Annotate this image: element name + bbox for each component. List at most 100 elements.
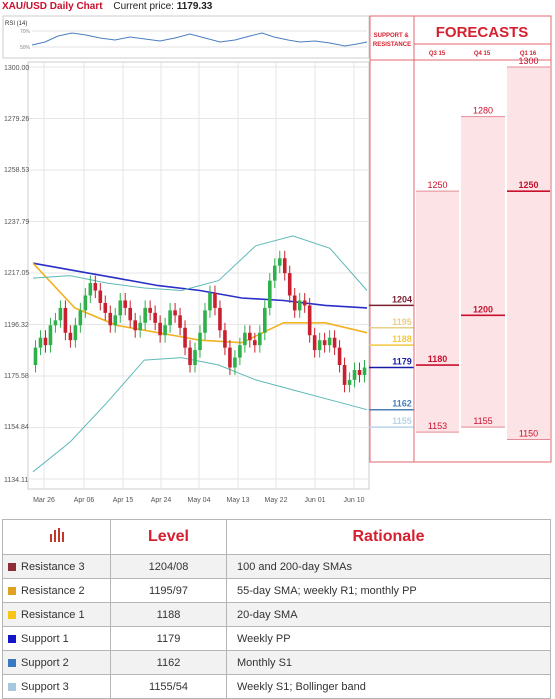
x-tick: May 22 <box>265 497 288 504</box>
table-row: Support 3 1155/54 Weekly S1; Bollinger b… <box>2 674 551 699</box>
candle-body <box>83 295 88 311</box>
sr-column-bg <box>369 15 415 463</box>
level-rationale: Weekly PP <box>226 626 551 651</box>
level-name-cell: Support 3 <box>2 674 111 699</box>
candle-body <box>168 310 172 326</box>
candle-body <box>228 347 232 368</box>
candle-body <box>203 310 207 333</box>
y-tick: 1258.53 <box>4 167 29 174</box>
rsi-level-50: 50% <box>20 45 31 51</box>
candle-body <box>93 283 98 291</box>
sr-level-label: 1162 <box>392 399 412 409</box>
y-tick: 1300.00 <box>4 65 29 72</box>
rsi-frame <box>2 15 370 59</box>
sr-level-label: 1188 <box>392 334 412 344</box>
candle-body <box>277 258 282 266</box>
forecast-value-label: 1280 <box>473 106 493 116</box>
level-value: 1188 <box>110 602 227 627</box>
x-tick: May 13 <box>227 497 250 504</box>
candle-body <box>218 307 222 331</box>
candle-body <box>163 325 167 336</box>
y-tick: 1196.32 <box>4 322 29 329</box>
candle-body <box>178 315 182 328</box>
candle-body <box>113 315 118 326</box>
candle-body <box>193 350 197 366</box>
candle-body <box>133 320 137 331</box>
candle-body <box>307 305 312 336</box>
sr-levels: 1204 1195 1188 1179 1162 1155 <box>369 294 414 428</box>
forecast-value-label: 1153 <box>428 421 447 431</box>
x-tick: Jun 01 <box>304 497 325 504</box>
price-chart: RSI (14) 70% 50% 1300.00 1279.26 1258.53… <box>2 15 552 504</box>
x-tick: Apr 06 <box>74 497 95 504</box>
x-tick: Apr 24 <box>151 497 172 504</box>
candle-body <box>138 322 142 331</box>
candle-body <box>213 293 217 308</box>
candle-body <box>327 337 332 346</box>
forecast-value-label: 1150 <box>519 429 538 439</box>
level-rationale: 100 and 200-day SMAs <box>226 554 551 579</box>
rsi-line <box>31 32 368 47</box>
candle-body <box>243 332 247 346</box>
candle-body <box>118 300 123 316</box>
table-header-row: Level Rationale <box>2 519 551 555</box>
current-price-label: Current price: <box>113 1 174 12</box>
x-tick: Jun 10 <box>343 497 364 504</box>
level-value: 1195/97 <box>110 578 227 603</box>
sr-header: SUPPORT & RESISTANCE <box>373 33 411 48</box>
level-name-cell: Support 2 <box>2 650 111 675</box>
bar-chart-icon <box>49 527 64 542</box>
candle-body <box>258 332 262 346</box>
level-rationale: 20-day SMA <box>226 602 551 627</box>
indicator-line <box>32 262 368 309</box>
current-price-value: 1179.33 <box>176 1 213 12</box>
x-axis: Mar 26 Apr 06 Apr 15 Apr 24 May 04 May 1… <box>33 497 365 504</box>
candle-body <box>317 340 322 351</box>
indicator-line <box>32 235 368 292</box>
candle-body <box>238 345 242 358</box>
candle-body <box>33 347 38 366</box>
candle-body <box>253 340 257 346</box>
forecast-value-label: 1250 <box>518 180 538 190</box>
forecast-value-label: 1200 <box>473 304 493 314</box>
candle-body <box>322 340 327 346</box>
chart-title: XAU/USD Daily Chart <box>2 1 103 12</box>
candle-body <box>183 327 187 348</box>
levels-table: Level Rationale Resistance 3 1204/08 100… <box>2 519 551 699</box>
level-rationale: 55-day SMA; weekly R1; monthly PP <box>226 578 551 603</box>
y-tick: 1154.84 <box>4 424 29 431</box>
level-value: 1162 <box>110 650 227 675</box>
sr-level-label: 1204 <box>392 294 412 304</box>
candle-body <box>68 332 73 341</box>
candle-body <box>208 293 212 311</box>
candle-body <box>198 332 202 351</box>
table-row: Resistance 2 1195/97 55-day SMA; weekly … <box>2 578 551 603</box>
candle-body <box>302 300 307 306</box>
level-swatch <box>8 587 16 595</box>
candle-body <box>73 325 78 341</box>
candle-body <box>38 337 43 348</box>
candle-body <box>332 337 337 348</box>
candle-body <box>337 347 342 366</box>
candle-body <box>153 312 157 323</box>
level-name-cell: Resistance 1 <box>2 602 111 627</box>
level-name: Resistance 1 <box>21 608 85 621</box>
table-row: Resistance 3 1204/08 100 and 200-day SMA… <box>2 554 551 579</box>
candle-body <box>263 307 267 333</box>
candles <box>33 250 367 393</box>
candle-body <box>312 335 317 351</box>
table-row: Resistance 1 1188 20-day SMA <box>2 602 551 627</box>
candle-body <box>292 295 297 311</box>
sr-header-line2: RESISTANCE <box>373 42 411 48</box>
level-swatch <box>8 563 16 571</box>
candle-body <box>173 310 177 316</box>
sr-level-label: 1155 <box>392 416 412 426</box>
x-tick: May 04 <box>188 497 211 504</box>
candle-body <box>98 290 103 303</box>
y-axis: 1300.00 1279.26 1258.53 1237.79 1217.05 … <box>4 65 29 484</box>
candle-body <box>352 369 357 380</box>
candle-body <box>103 302 108 313</box>
candle-body <box>148 307 152 313</box>
level-swatch <box>8 635 16 643</box>
level-name-cell: Resistance 3 <box>2 554 111 579</box>
